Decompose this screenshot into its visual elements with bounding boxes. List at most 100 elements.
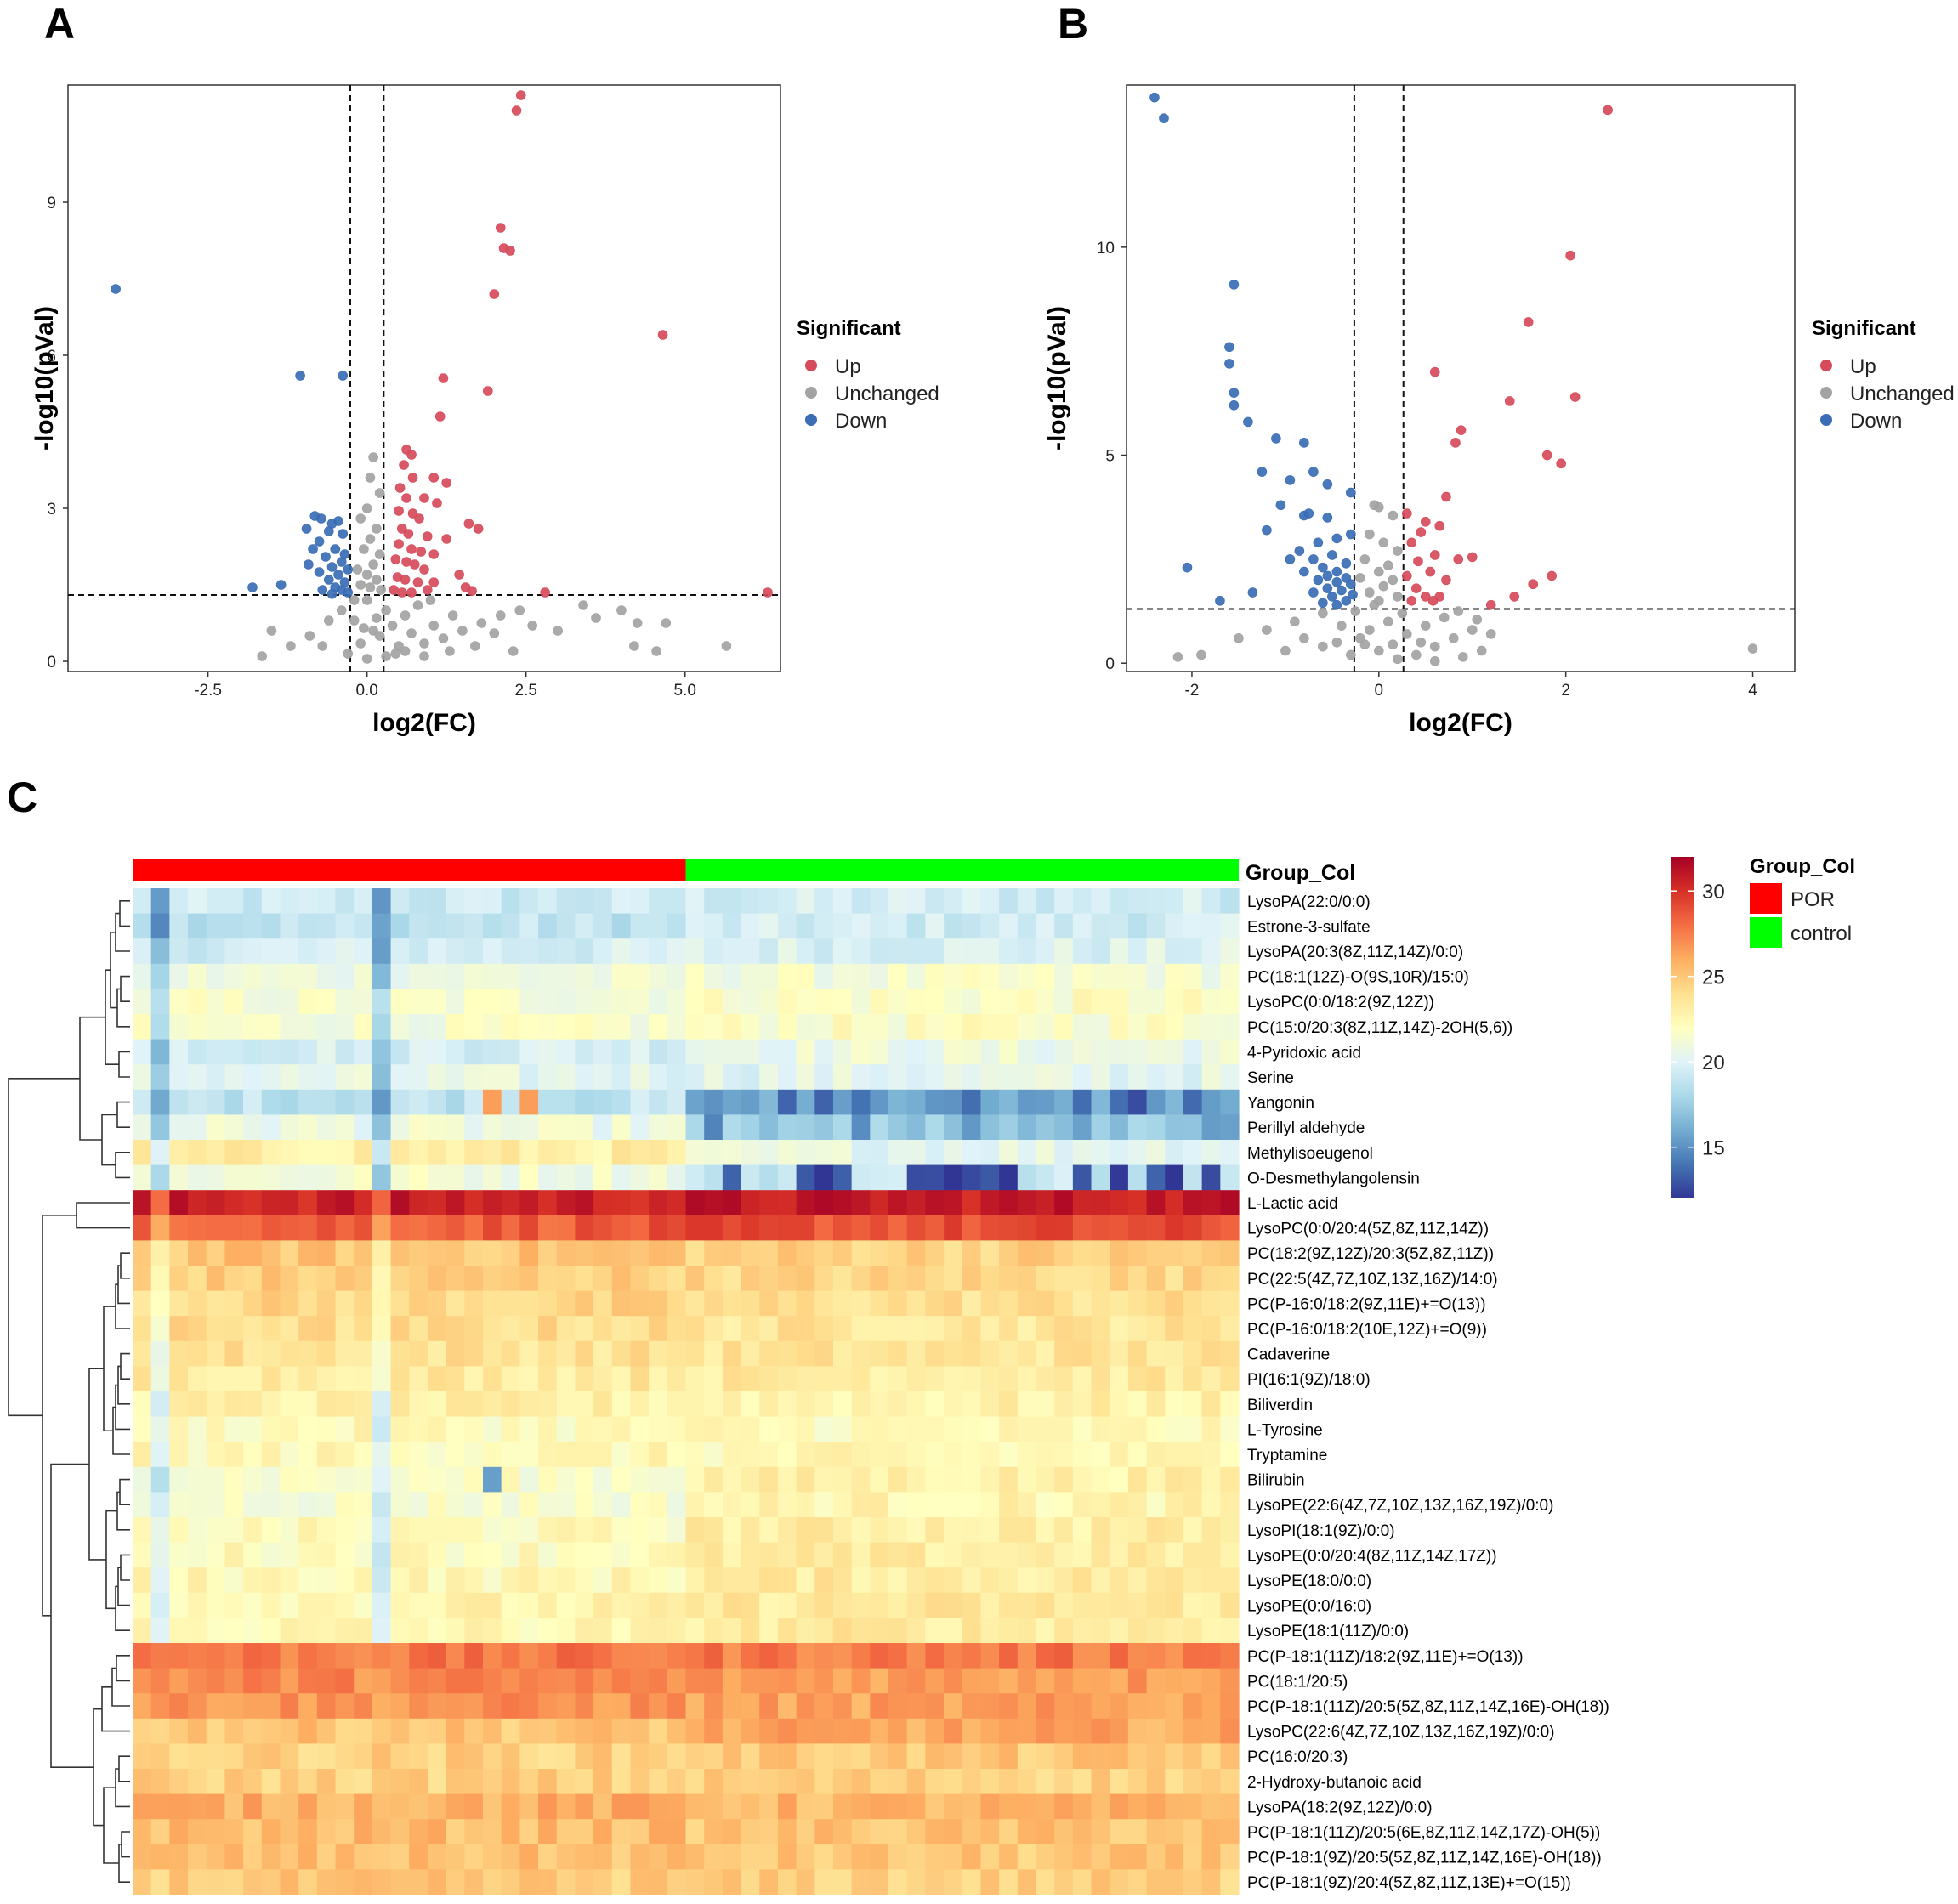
heatmap-cell <box>722 1039 742 1065</box>
point-unchanged <box>1234 633 1244 643</box>
heatmap-cell <box>649 1266 668 1292</box>
heatmap-cell <box>150 1089 170 1115</box>
heatmap-cell <box>280 1567 299 1594</box>
heatmap-cell <box>1146 1592 1166 1618</box>
heatmap-cell <box>133 1366 152 1392</box>
heatmap-cell <box>1220 1567 1240 1594</box>
heatmap-cell <box>519 1466 539 1493</box>
heatmap-cell <box>1017 1869 1037 1896</box>
heatmap-cell <box>796 1164 815 1191</box>
heatmap-cell <box>741 1391 760 1418</box>
point-unchanged <box>365 534 376 544</box>
point-unchanged <box>368 559 378 570</box>
heatmap-cell <box>482 913 502 939</box>
heatmap-cell <box>1127 938 1148 965</box>
heatmap-cell <box>261 1366 281 1392</box>
heatmap-cell <box>1036 989 1055 1015</box>
heatmap-cell <box>316 1668 337 1694</box>
heatmap-cell <box>169 963 189 989</box>
heatmap-cell <box>1165 1014 1184 1040</box>
heatmap-cell <box>1146 1442 1166 1468</box>
heatmap-cell <box>1220 1618 1240 1644</box>
group-legend-swatch-control <box>1750 917 1782 948</box>
heatmap-cell <box>851 1164 871 1191</box>
heatmap-cell <box>962 1290 982 1317</box>
heatmap-cell <box>390 1819 410 1845</box>
heatmap-cell <box>667 1743 687 1770</box>
heatmap-cell <box>630 1290 650 1317</box>
heatmap-cell <box>372 888 392 915</box>
heatmap-cell <box>575 1442 594 1468</box>
heatmap-cell <box>188 1340 207 1367</box>
heatmap-cell <box>593 1592 613 1618</box>
heatmap-cell <box>133 1266 152 1292</box>
heatmap-cell <box>944 1190 963 1216</box>
point-unchanged <box>1337 620 1347 631</box>
point-down <box>1322 570 1333 581</box>
legend-label-up-a: Up <box>835 355 861 378</box>
heatmap-cell <box>777 1668 797 1694</box>
heatmap-cell <box>796 1190 815 1216</box>
point-unchanged <box>457 626 468 636</box>
point-up <box>473 524 484 534</box>
heatmap-cell <box>944 888 963 915</box>
point-up <box>390 554 401 564</box>
heatmap-cell <box>133 1743 152 1770</box>
heatmap-cell <box>906 1592 926 1618</box>
heatmap-cell <box>280 913 299 939</box>
heatmap-cell <box>464 1567 484 1594</box>
heatmap-cell <box>925 1819 945 1845</box>
heatmap-cell <box>980 1089 1000 1115</box>
heatmap-cell <box>538 1039 558 1065</box>
point-unchanged <box>489 628 500 638</box>
heatmap-cell <box>316 1844 337 1870</box>
heatmap-cell <box>832 1266 853 1292</box>
point-down <box>308 544 318 554</box>
heatmap-cell <box>1036 1140 1055 1166</box>
point-up <box>428 577 440 587</box>
heatmap-cell <box>777 1869 797 1896</box>
heatmap-cell <box>1036 1643 1055 1669</box>
heatmap-cell <box>538 1442 558 1468</box>
heatmap-cell <box>814 1366 834 1392</box>
point-down <box>338 529 349 539</box>
heatmap-cell <box>1110 1844 1129 1870</box>
heatmap-cell <box>354 938 373 965</box>
heatmap-cell <box>335 1014 355 1040</box>
heatmap-cell <box>962 1517 982 1544</box>
heatmap-cell <box>446 1592 465 1618</box>
point-down <box>1327 592 1337 602</box>
heatmap-cell <box>925 1014 945 1040</box>
heatmap-cell <box>556 1316 576 1342</box>
heatmap-cell <box>870 1014 889 1040</box>
heatmap-cell <box>814 1039 834 1065</box>
heatmap-cell <box>1017 1215 1037 1241</box>
dendrogram-branch <box>119 900 130 927</box>
heatmap-cell <box>1110 1014 1129 1040</box>
heatmap-cell <box>1054 1769 1074 1795</box>
heatmap-cell <box>832 1466 853 1493</box>
heatmap-cell <box>1072 1542 1093 1568</box>
heatmap-cell <box>962 1340 982 1367</box>
heatmap-cell <box>224 1542 244 1568</box>
heatmap-cell <box>1072 1240 1093 1266</box>
heatmap-cell <box>372 1542 392 1568</box>
panel-label-a: A <box>44 0 75 48</box>
heatmap-cell <box>150 1366 170 1392</box>
heatmap-cell <box>630 989 650 1015</box>
heatmap-cell <box>777 1240 797 1266</box>
heatmap-cell <box>1165 1643 1184 1669</box>
heatmap-cell <box>206 1039 226 1065</box>
heatmap-cell <box>814 1592 834 1618</box>
heatmap-cell <box>1183 1618 1203 1644</box>
point-up <box>657 330 668 340</box>
heatmap-cell <box>685 1643 705 1669</box>
heatmap-cell <box>611 1064 632 1091</box>
heatmap-cell <box>851 1869 871 1896</box>
point-up <box>406 587 417 598</box>
heatmap-cell <box>685 1869 705 1896</box>
point-up <box>1401 570 1412 581</box>
heatmap-cell <box>316 963 337 989</box>
point-up <box>412 577 423 587</box>
heatmap-cell <box>188 1089 207 1115</box>
